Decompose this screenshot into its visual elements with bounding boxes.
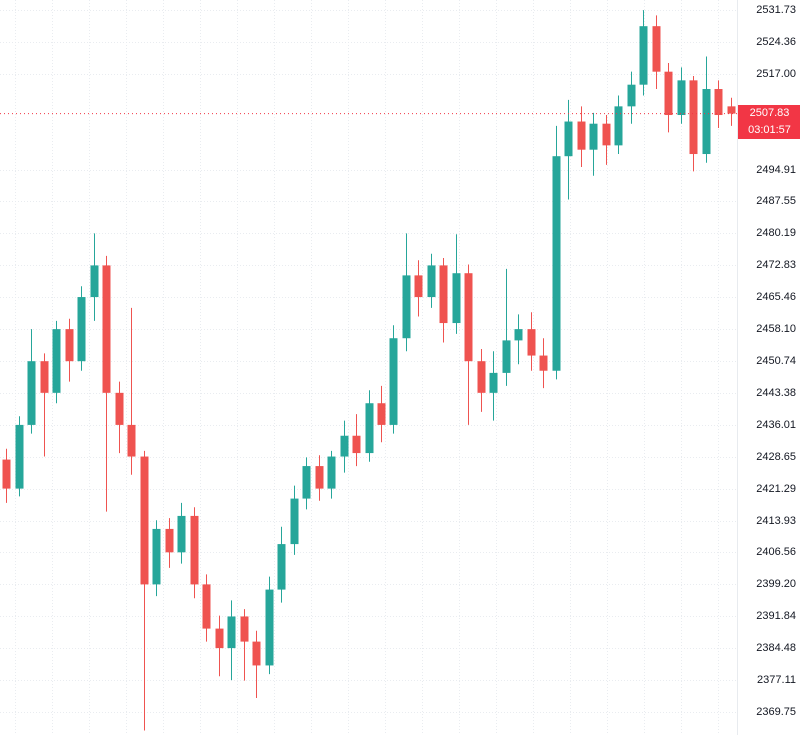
candle-body [190,515,199,585]
price-axis[interactable]: 2507.83 03:01:57 2531.73 2524.36 2517.00 24… [737,0,800,735]
candle-body [514,329,523,341]
price-axis-label: 2480.19 [756,227,796,240]
candle-body [290,498,299,545]
price-axis-label: 2399.20 [756,578,796,591]
candle-body [365,403,374,454]
candle-body [452,273,461,324]
candle-body [439,265,448,324]
candle-body [2,459,11,489]
price-axis-label: 2369.75 [756,706,796,719]
price-axis-label: 2384.48 [756,642,796,655]
candle-body [240,616,249,642]
candle-body [552,156,561,371]
candle-body [539,355,548,371]
price-axis-label: 2421.29 [756,482,796,495]
price-axis-label: 2436.01 [756,418,796,431]
candle-body [77,297,86,362]
price-axis-label: 2472.83 [756,259,796,272]
chart-pane[interactable] [0,0,737,735]
candle-body [277,544,286,590]
candle-body [389,338,398,425]
candle-body [52,329,61,393]
candle-body [102,265,111,393]
candle-body [589,123,598,150]
candle-body [614,106,623,146]
candle-body [127,424,136,457]
price-axis-label: 2531.73 [756,4,796,16]
candle-body [564,121,573,157]
candle-body [27,361,36,425]
candle-body [702,89,711,155]
price-axis-label: 2487.55 [756,195,796,208]
candle-body [165,528,174,553]
candle-body [302,466,311,499]
candle-body [215,628,224,649]
candle-body [202,584,211,629]
candle-body [252,641,261,666]
candle-body [414,275,423,298]
candle-body [652,26,661,72]
candle-body [639,26,648,85]
candle-body [427,265,436,298]
candle-body [177,515,186,553]
last-price-badge: 2507.83 03:01:57 [738,104,800,139]
price-axis-label: 2458.10 [756,323,796,336]
price-axis-label: 2450.74 [756,355,796,368]
price-axis-label: 2406.56 [756,546,796,559]
price-axis-label: 2524.36 [756,35,796,48]
price-axis-label: 2428.65 [756,450,796,463]
price-axis-label: 2443.38 [756,386,796,399]
candle-body [327,456,336,489]
price-axis-label: 2494.91 [756,163,796,176]
price-axis-label: 2391.84 [756,610,796,623]
candle-body [90,265,99,298]
candle-body [65,329,74,362]
candle-body [627,84,636,107]
candle-body [15,424,24,489]
candle-body [315,466,324,489]
candle-body [714,89,723,116]
candle-body [340,435,349,457]
candle-body [489,372,498,393]
candle-body [664,71,673,116]
candle-body [577,121,586,150]
candle-body [352,435,361,454]
last-price-value: 2507.83 [738,104,800,122]
candlestick-chart [0,0,737,735]
candle-body [602,123,611,146]
candle-body [502,340,511,373]
candle-body [377,403,386,425]
candle-body [727,106,736,114]
candle-body [527,329,536,356]
candle-body [227,616,236,649]
candle-body [40,361,49,393]
candle-body [477,361,486,393]
price-axis-label: 2517.00 [756,67,796,80]
bar-countdown: 03:01:57 [738,121,800,139]
price-axis-label: 2465.46 [756,291,796,304]
price-axis-label: 2377.11 [757,674,796,687]
candle-body [115,392,124,425]
candle-body [677,80,686,116]
candle-body [152,528,161,585]
candle-body [464,273,473,362]
candle-body [265,589,274,666]
candle-body [402,275,411,339]
candle-body [140,456,149,585]
candle-body [689,80,698,155]
price-axis-label: 2413.93 [756,514,796,527]
